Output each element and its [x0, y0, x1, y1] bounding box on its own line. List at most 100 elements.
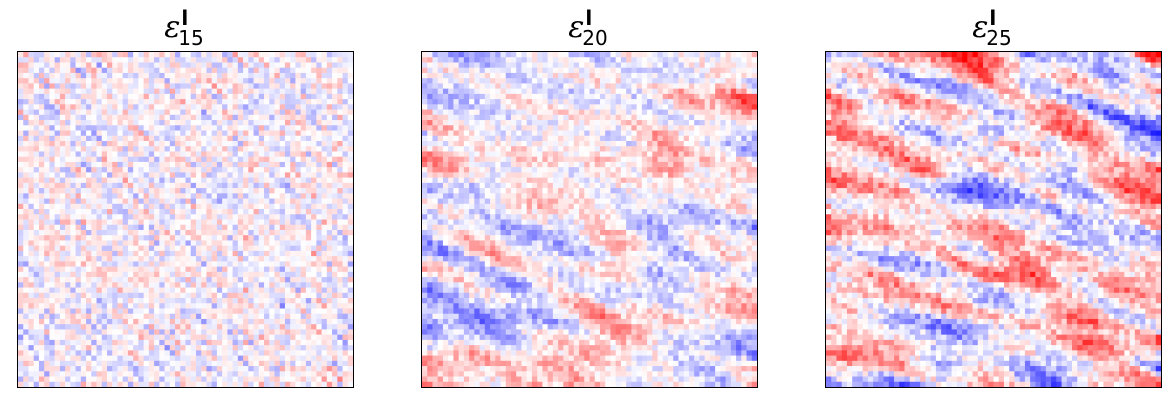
heatmap-cell: [568, 120, 575, 126]
heatmap-cell: [248, 188, 255, 194]
heatmap-cell: [683, 120, 690, 126]
title-symbol: ε: [164, 10, 181, 45]
heatmap-cell: [65, 125, 71, 132]
heatmap-cell: [106, 366, 113, 372]
heatmap-cell: [295, 360, 302, 367]
heatmap-cell: [211, 188, 218, 194]
heatmap-cell: [211, 235, 218, 242]
heatmap-cell: [180, 93, 187, 100]
heatmap-cell: [274, 172, 281, 179]
heatmap-cell: [311, 182, 317, 189]
heatmap-cell: [112, 78, 119, 84]
heatmap-cell: [264, 72, 270, 79]
heatmap-cell: [636, 83, 643, 90]
heatmap-cell: [138, 57, 145, 64]
heatmap-cell: [316, 229, 323, 236]
heatmap-cell: [437, 114, 444, 121]
heatmap-cell: [495, 114, 502, 121]
heatmap-cell: [730, 114, 737, 121]
heatmap-cell: [211, 324, 218, 331]
heatmap-cell: [284, 287, 291, 294]
heatmap-cell: [584, 67, 591, 74]
heatmap-cell: [636, 104, 643, 111]
heatmap-cell: [216, 188, 223, 194]
heatmap-cell: [91, 151, 98, 158]
heatmap-cell: [227, 88, 234, 95]
heatmap-cell: [342, 282, 349, 289]
heatmap-cell: [185, 334, 192, 341]
heatmap-cell: [59, 182, 66, 189]
heatmap-cell: [206, 339, 213, 346]
heatmap-cell: [159, 271, 166, 278]
heatmap-cell: [237, 109, 244, 116]
heatmap-cell: [206, 146, 213, 153]
heatmap-cell: [258, 167, 265, 173]
heatmap-cell: [248, 52, 255, 58]
heatmap-cell: [243, 99, 249, 105]
heatmap-cell: [133, 235, 139, 242]
heatmap-cell: [526, 78, 533, 84]
heatmap-cell: [38, 303, 45, 310]
heatmap-cell: [516, 57, 523, 64]
heatmap-cell: [678, 120, 685, 126]
heatmap-cell: [38, 360, 45, 367]
heatmap-cell: [159, 83, 166, 90]
heatmap-cell: [594, 93, 601, 100]
heatmap-cell: [101, 339, 108, 346]
heatmap-cell: [80, 156, 87, 163]
heatmap-cell: [427, 88, 434, 95]
heatmap-cell: [295, 355, 302, 362]
heatmap-cell: [23, 334, 30, 341]
heatmap-cell: [18, 177, 24, 184]
heatmap-cell: [33, 209, 40, 215]
heatmap-cell: [148, 303, 155, 310]
heatmap-cell: [222, 109, 228, 116]
heatmap-cell: [237, 88, 244, 95]
heatmap-cell: [542, 83, 549, 90]
heatmap-cell: [704, 88, 711, 95]
heatmap-cell: [86, 156, 92, 163]
heatmap-cell: [195, 88, 202, 95]
heatmap-cell: [631, 109, 638, 116]
heatmap-cell: [38, 261, 45, 268]
heatmap-cell: [49, 78, 56, 84]
heatmap-cell: [321, 62, 328, 69]
heatmap-cell: [117, 151, 124, 158]
heatmap-cell: [211, 140, 218, 147]
heatmap-cell: [279, 308, 286, 315]
heatmap-cell: [620, 62, 627, 69]
heatmap-cell: [526, 114, 533, 121]
heatmap-cell: [216, 271, 223, 278]
heatmap-cell: [662, 109, 669, 116]
heatmap-cell: [453, 72, 460, 79]
heatmap-cell: [49, 360, 56, 367]
heatmap-cell: [75, 298, 82, 304]
heatmap-cell: [279, 93, 286, 100]
heatmap-cell: [23, 109, 30, 116]
heatmap-cell: [133, 381, 139, 387]
heatmap-cell: [54, 130, 61, 137]
heatmap-cell: [185, 308, 192, 315]
heatmap-cell: [28, 135, 35, 142]
heatmap-cell: [237, 240, 244, 247]
heatmap-cell: [662, 120, 669, 126]
heatmap-cell: [311, 313, 317, 320]
heatmap-cell: [699, 83, 706, 90]
heatmap-cell: [274, 140, 281, 147]
heatmap-cell: [154, 130, 160, 137]
heatmap-cell: [253, 298, 260, 304]
heatmap-cell: [86, 350, 92, 357]
heatmap-cell: [305, 209, 312, 215]
heatmap-cell: [112, 93, 119, 100]
heatmap-cell: [290, 193, 297, 200]
heatmap-cell: [28, 313, 35, 320]
heatmap-cell: [44, 135, 50, 142]
heatmap-cell: [185, 298, 192, 304]
heatmap-cell: [448, 120, 454, 126]
heatmap-cell: [112, 177, 119, 184]
heatmap-cell: [300, 88, 307, 95]
heatmap-cell: [28, 245, 35, 252]
heatmap-cell: [615, 67, 622, 74]
heatmap-cell: [169, 67, 176, 74]
heatmap-cell: [305, 350, 312, 357]
